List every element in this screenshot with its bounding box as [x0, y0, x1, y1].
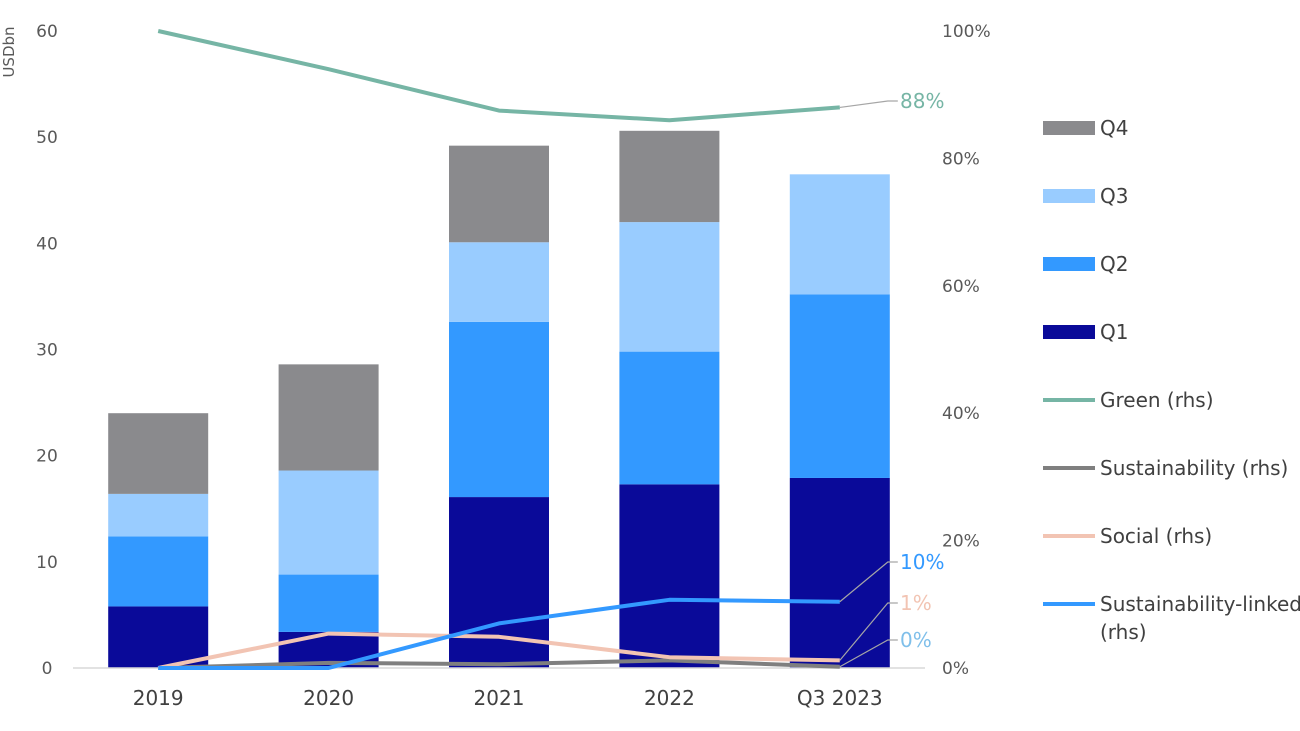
leader-line — [839, 639, 898, 668]
y2-tick-label: 40% — [942, 404, 980, 424]
left-axis: 0 10 20 30 40 50 60 — [36, 22, 58, 679]
bar-q2 — [449, 321, 549, 498]
legend-swatch-q4 — [1043, 121, 1095, 135]
x-ticks: 2019 2020 2021 2022 Q3 2023 — [133, 686, 883, 710]
y2-tick-label: 20% — [942, 532, 980, 552]
legend-label-q4: Q4 — [1100, 116, 1128, 140]
y2-tick-label: 80% — [942, 149, 980, 169]
bar-q3 — [449, 242, 549, 322]
y2-tick-label: 100% — [942, 22, 991, 42]
y-tick-label: 0 — [42, 659, 53, 679]
end-label: 1% — [900, 591, 932, 615]
bar-q2 — [108, 536, 209, 607]
bar-q2 — [278, 574, 379, 632]
legend-swatch-q3 — [1043, 189, 1095, 203]
line-green-rhs — [157, 29, 840, 123]
legend-label-q1: Q1 — [1100, 320, 1128, 344]
bar-q4 — [619, 130, 720, 223]
line-social-rhs — [157, 631, 840, 670]
legend-label-sustainability-linked-rhs: Sustainability-linked — [1100, 592, 1300, 616]
bar-q3 — [789, 174, 890, 295]
leader-line — [839, 100, 898, 109]
x-tick-label: 2019 — [133, 686, 184, 710]
y-axis-title: USDbn — [0, 26, 18, 77]
y-tick-label: 40 — [36, 234, 58, 254]
lines — [157, 29, 840, 670]
bar-q3 — [619, 222, 720, 352]
y-tick-label: 10 — [36, 553, 58, 573]
line-sustainability-rhs — [158, 658, 840, 670]
bar-q4 — [449, 145, 549, 243]
leader-line — [839, 561, 898, 603]
y2-tick-label: 0% — [942, 659, 969, 679]
end-label: 10% — [900, 550, 944, 574]
x-tick-label: Q3 2023 — [797, 686, 883, 710]
x-tick-label: 2020 — [303, 686, 354, 710]
y2-tick-label: 60% — [942, 277, 980, 297]
legend-label-q3: Q3 — [1100, 184, 1128, 208]
legend-label-q2: Q2 — [1100, 252, 1128, 276]
legend: Q4 Q3 Q2 Q1 Green (rhs) Sustainability (rhs) S… — [1043, 116, 1300, 644]
x-tick-label: 2021 — [474, 686, 525, 710]
end-labels: 88% 10% 1% 0% — [839, 89, 944, 668]
legend-label-sustainability-rhs: Sustainability (rhs) — [1100, 456, 1288, 480]
legend-swatch-q1 — [1043, 325, 1095, 339]
end-label: 88% — [900, 89, 944, 113]
bar-q2 — [789, 294, 890, 478]
bars — [108, 130, 890, 668]
y-tick-label: 60 — [36, 22, 58, 42]
x-tick-label: 2022 — [644, 686, 695, 710]
leader-line — [839, 602, 898, 661]
bar-q1 — [789, 477, 890, 668]
right-axis: 0% 20% 40% 60% 80% 100% — [942, 22, 991, 679]
y-tick-label: 20 — [36, 447, 58, 467]
legend-swatch-q2 — [1043, 257, 1095, 271]
y-tick-label: 30 — [36, 341, 58, 361]
legend-label-social-rhs: Social (rhs) — [1100, 524, 1212, 548]
y-tick-label: 50 — [36, 128, 58, 148]
bar-q1 — [619, 484, 720, 668]
bar-q3 — [278, 470, 379, 575]
legend-label-green-rhs: Green (rhs) — [1100, 388, 1214, 412]
end-label: 0% — [900, 628, 932, 652]
legend-label-sustainability-linked-rhs: (rhs) — [1100, 620, 1147, 644]
bar-q1 — [108, 606, 209, 668]
bar-q4 — [108, 413, 209, 494]
line-sustainability-linked-rhs — [158, 597, 840, 670]
bar-q4 — [278, 364, 379, 471]
bar-q2 — [619, 351, 720, 485]
bar-q3 — [108, 493, 209, 537]
